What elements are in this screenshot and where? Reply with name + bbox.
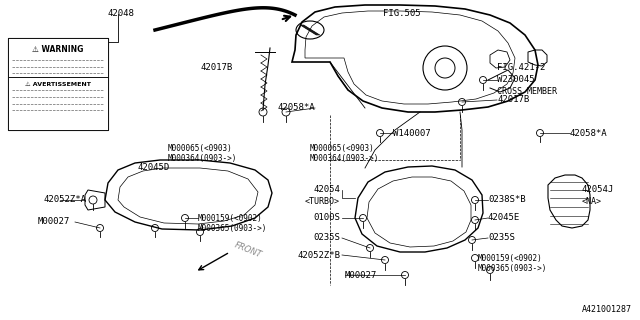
Text: FRONT: FRONT [233, 240, 263, 260]
Text: M000065(<0903): M000065(<0903) [168, 143, 233, 153]
Text: FIG.505: FIG.505 [383, 10, 420, 19]
Text: A4210O1287: A4210O1287 [582, 306, 632, 315]
Bar [8, 76, 108, 130]
Text: 42058*A: 42058*A [277, 103, 315, 113]
Text: M000365(0903->): M000365(0903->) [478, 263, 547, 273]
Text: <TURBO>: <TURBO> [305, 196, 340, 205]
Text: 0100S: 0100S [313, 213, 340, 222]
Text: M00027: M00027 [38, 218, 70, 227]
Text: <NA>: <NA> [582, 196, 602, 205]
Text: 42054J: 42054J [582, 186, 614, 195]
Text: 42045E: 42045E [488, 213, 520, 222]
Text: FIG.421-2: FIG.421-2 [497, 63, 545, 73]
Text: ⚠ AVERTISSEMENT: ⚠ AVERTISSEMENT [25, 82, 91, 87]
Text: M000365(0903->): M000365(0903->) [198, 223, 268, 233]
Text: 0238S*B: 0238S*B [488, 196, 525, 204]
Text: M000364(0903->): M000364(0903->) [168, 154, 237, 163]
Text: M000159(<0902): M000159(<0902) [478, 253, 543, 262]
Text: 42017B: 42017B [497, 95, 529, 105]
Text: 42052Z*A: 42052Z*A [44, 196, 87, 204]
Text: M000065(<0903): M000065(<0903) [310, 143, 375, 153]
Text: 42045D: 42045D [138, 164, 170, 172]
Text: 42017B: 42017B [201, 63, 233, 73]
Bar [8, 38, 108, 76]
Text: 42054: 42054 [313, 186, 340, 195]
Text: W140007: W140007 [393, 129, 431, 138]
Text: 42048: 42048 [108, 10, 135, 19]
Text: 42052Z*B: 42052Z*B [297, 251, 340, 260]
Text: ⚠ WARNING: ⚠ WARNING [32, 45, 84, 54]
Text: 0235S: 0235S [313, 234, 340, 243]
Text: 42058*A: 42058*A [570, 129, 607, 138]
Text: M000364(0903->): M000364(0903->) [310, 154, 380, 163]
Bar [8, 38, 108, 130]
Text: M00027: M00027 [345, 270, 377, 279]
Text: W230045: W230045 [497, 76, 534, 84]
Text: 0235S: 0235S [488, 234, 515, 243]
Text: M000159(<0902): M000159(<0902) [198, 213, 263, 222]
Text: CROSS MEMBER: CROSS MEMBER [497, 86, 557, 95]
